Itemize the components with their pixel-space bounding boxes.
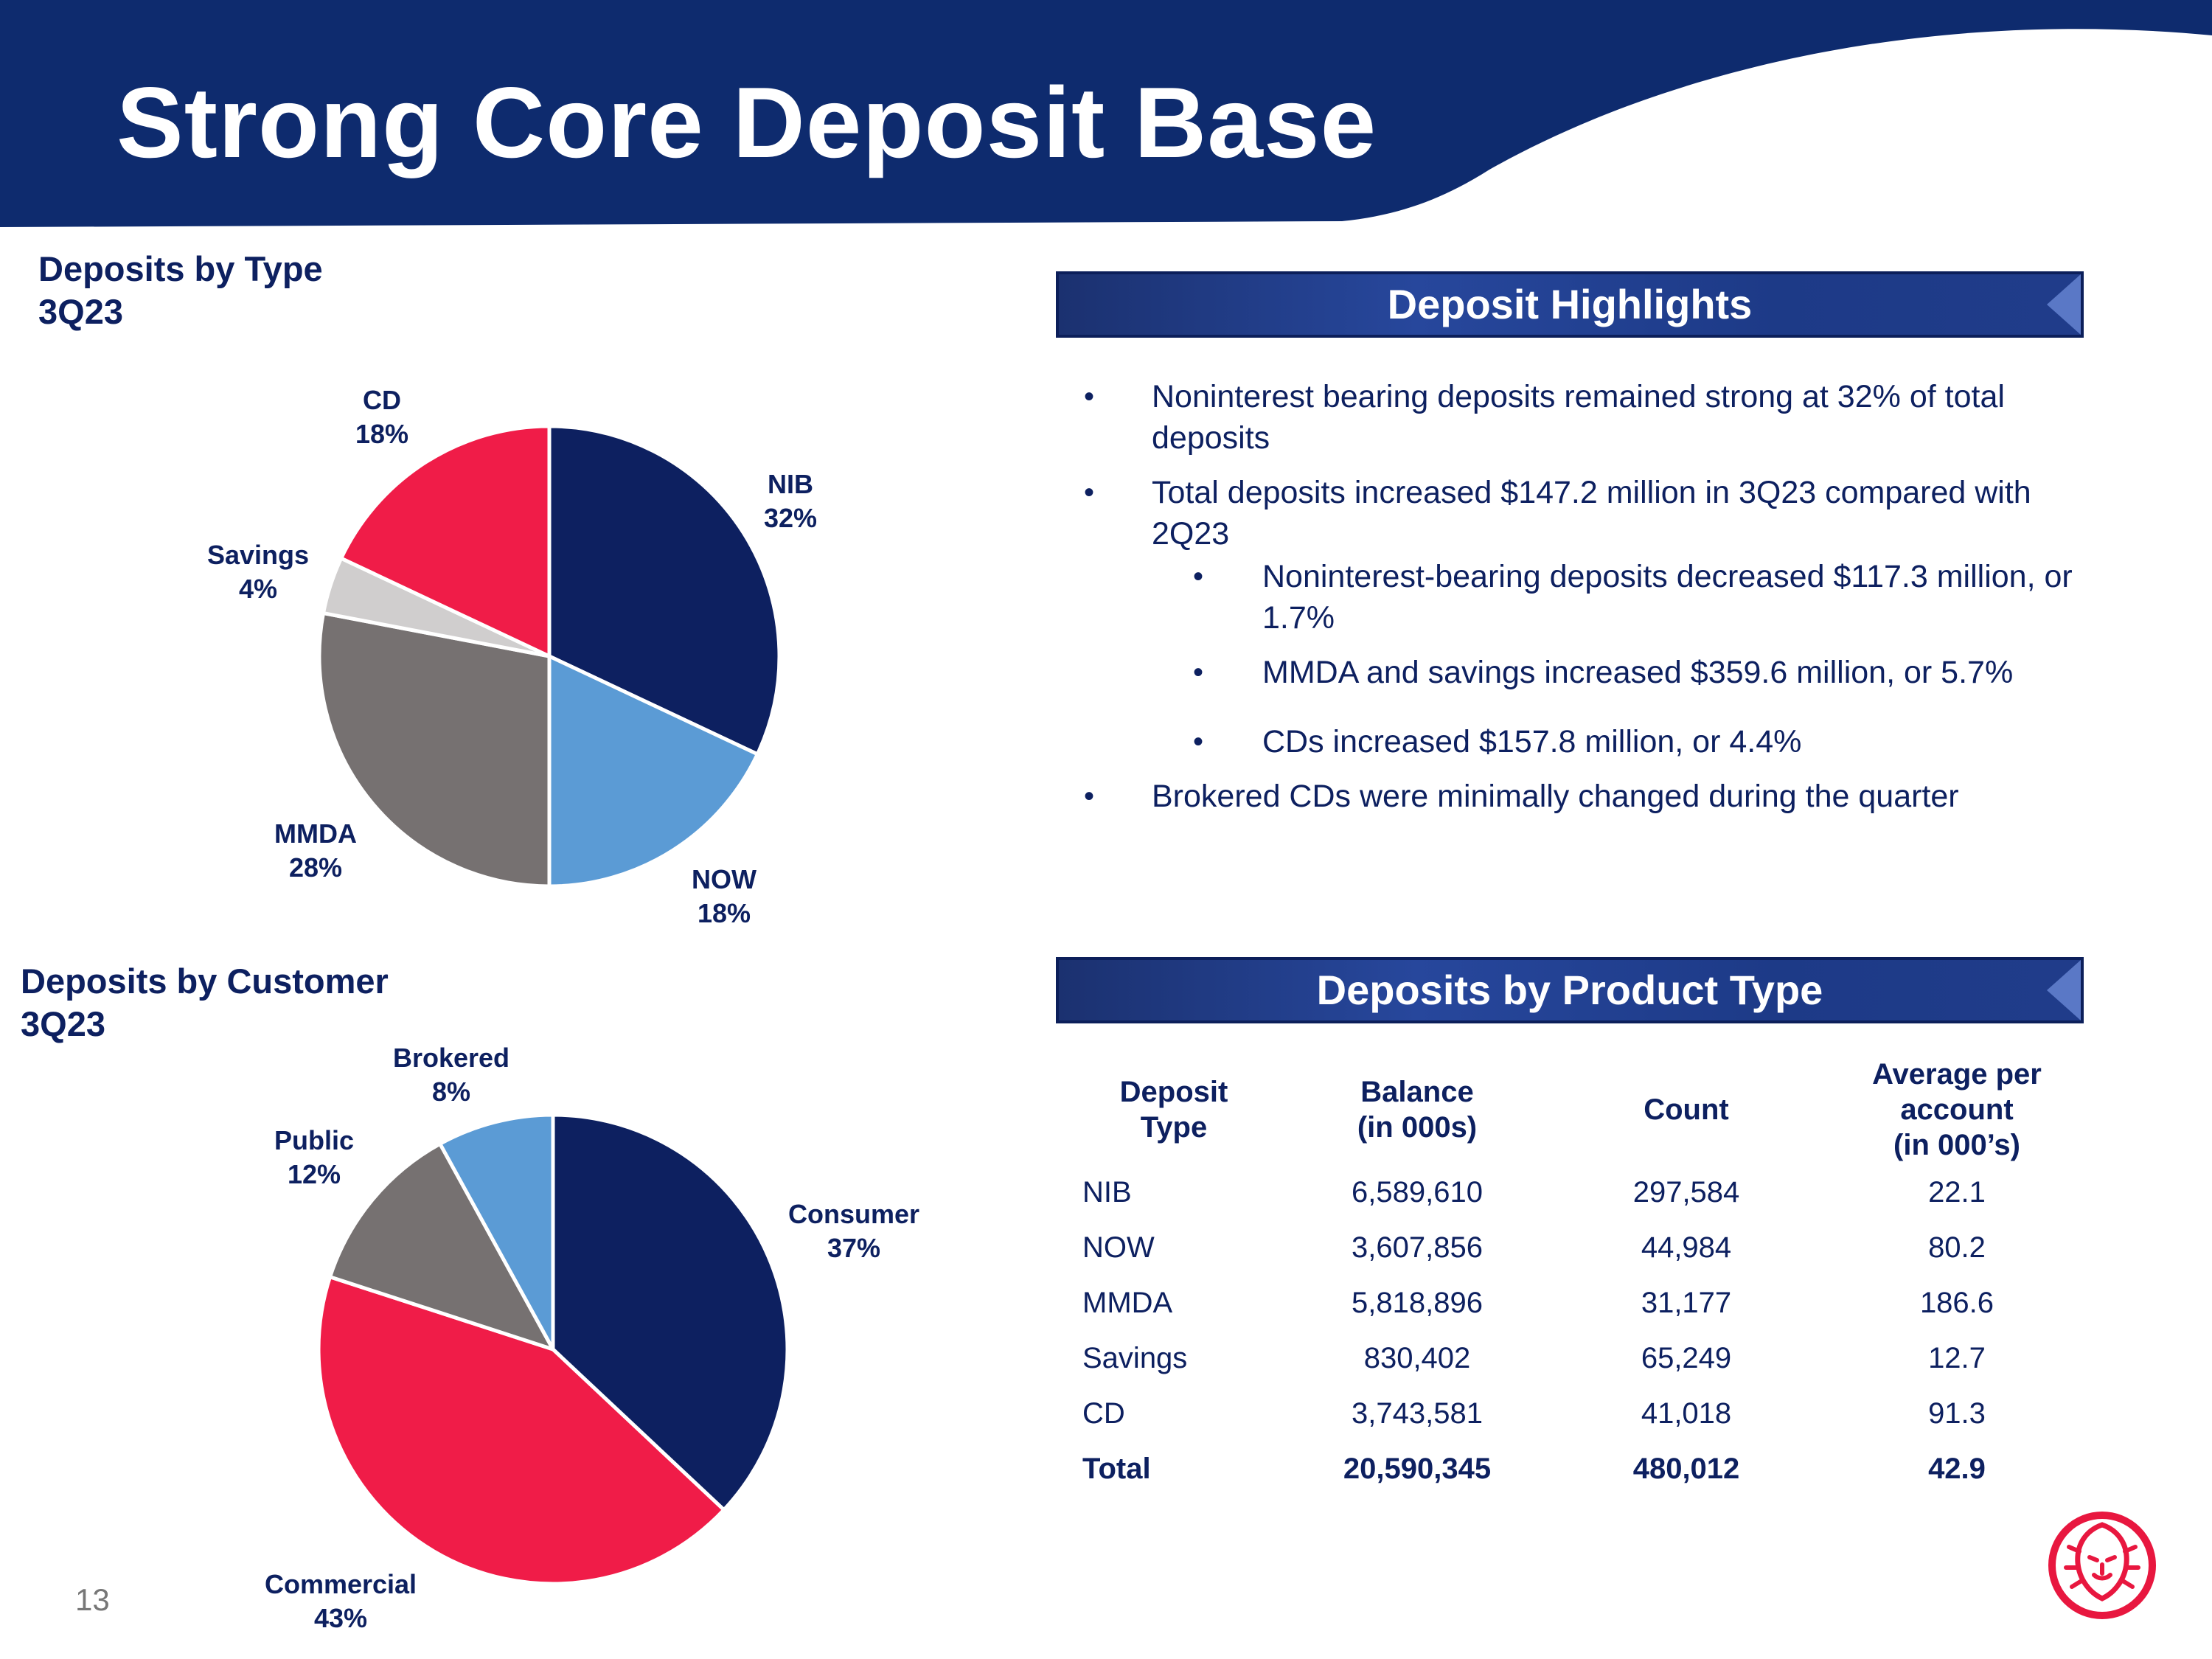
lion-logo-icon	[2048, 1512, 2156, 1619]
table-header-row: Deposit Type Balance (in 000s) Count Avera…	[1056, 1054, 2084, 1165]
highlight-subitem: Noninterest-bearing deposits decreased $…	[1069, 556, 2087, 639]
column-header: Average per account (in 000’s)	[1872, 1058, 2042, 1161]
banner-arrow-icon	[2047, 960, 2081, 1020]
chart2-title-block: Deposits by Customer 3Q23	[21, 960, 389, 1046]
pie2-label-public: Public 12%	[274, 1125, 355, 1189]
pie-slice-cd	[338, 424, 552, 659]
product-type-banner: Deposits by Product Type	[1056, 957, 2084, 1023]
table-total-row: Total 20,590,345 480,012 42.9	[1082, 1453, 1986, 1485]
table-row: MMDA 5,818,896 31,177 186.6	[1082, 1287, 1994, 1319]
pie1-label-mmda: MMDA 28%	[274, 818, 357, 883]
page-number: 13	[75, 1582, 110, 1617]
highlight-subitem: CDs increased $157.8 million, or 4.4%	[1069, 721, 2087, 762]
pie2-label-consumer: Consumer 37%	[787, 1199, 920, 1263]
chart2-subtitle: 3Q23	[21, 1004, 105, 1043]
pie1-label-now: NOW 18%	[692, 864, 757, 928]
column-header: Balance (in 000s)	[1357, 1076, 1478, 1144]
pie2-label-commercial: Commercial 43%	[264, 1569, 417, 1633]
pie1-label-savings: Savings 4%	[206, 540, 310, 604]
highlight-item: Total deposits increased $147.2 million …	[1069, 472, 2087, 554]
highlight-item: Brokered CDs were minimally changed duri…	[1069, 776, 2087, 817]
pie-slice-now	[547, 653, 760, 888]
banner-arrow-icon	[2047, 274, 2081, 335]
deposits-by-customer-pie	[316, 1113, 790, 1586]
highlights-list: Noninterest bearing deposits remained st…	[1069, 376, 2087, 830]
deposit-highlights-banner: Deposit Highlights	[1056, 271, 2084, 338]
table-row: NIB 6,589,610 297,584 22.1	[1082, 1176, 1986, 1208]
table-row: Savings 830,402 65,249 12.7	[1082, 1342, 1986, 1374]
pie-slice-public	[327, 1141, 557, 1353]
chart2-title: Deposits by Customer	[21, 961, 389, 1001]
pie-slice-consumer	[551, 1113, 790, 1513]
chart1-subtitle: 3Q23	[38, 292, 123, 331]
deposits-by-type-pie	[317, 424, 782, 888]
highlight-subitem: MMDA and savings increased $359.6 millio…	[1069, 652, 2087, 693]
table-row: CD 3,743,581 41,018 91.3	[1082, 1397, 1986, 1430]
pie1-label-cd: CD 18%	[355, 385, 409, 449]
pie2-label-brokered: Brokered 8%	[392, 1043, 510, 1107]
product-type-table: Deposit Type Balance (in 000s) Count Avera…	[1056, 1054, 2084, 1497]
page-title: Strong Core Deposit Base	[116, 66, 1377, 178]
pie-slice-mmda	[317, 611, 552, 888]
column-header: Deposit Type	[1119, 1076, 1228, 1144]
pie-slice-brokered	[437, 1113, 555, 1351]
deposit-highlights-heading: Deposit Highlights	[1387, 281, 1753, 327]
chart1-title-block: Deposits by Type 3Q23	[38, 248, 323, 333]
highlight-item: Noninterest bearing deposits remained st…	[1069, 376, 2087, 459]
column-header: Count	[1644, 1093, 1729, 1126]
product-type-heading: Deposits by Product Type	[1316, 967, 1823, 1013]
pie1-label-nib: NIB 32%	[763, 469, 818, 533]
table-row: NOW 3,607,856 44,984 80.2	[1082, 1231, 1986, 1264]
pie-slice-commercial	[316, 1274, 727, 1586]
pie-slice-nib	[547, 424, 782, 757]
chart1-title: Deposits by Type	[38, 249, 323, 288]
header-band	[0, 0, 2212, 227]
